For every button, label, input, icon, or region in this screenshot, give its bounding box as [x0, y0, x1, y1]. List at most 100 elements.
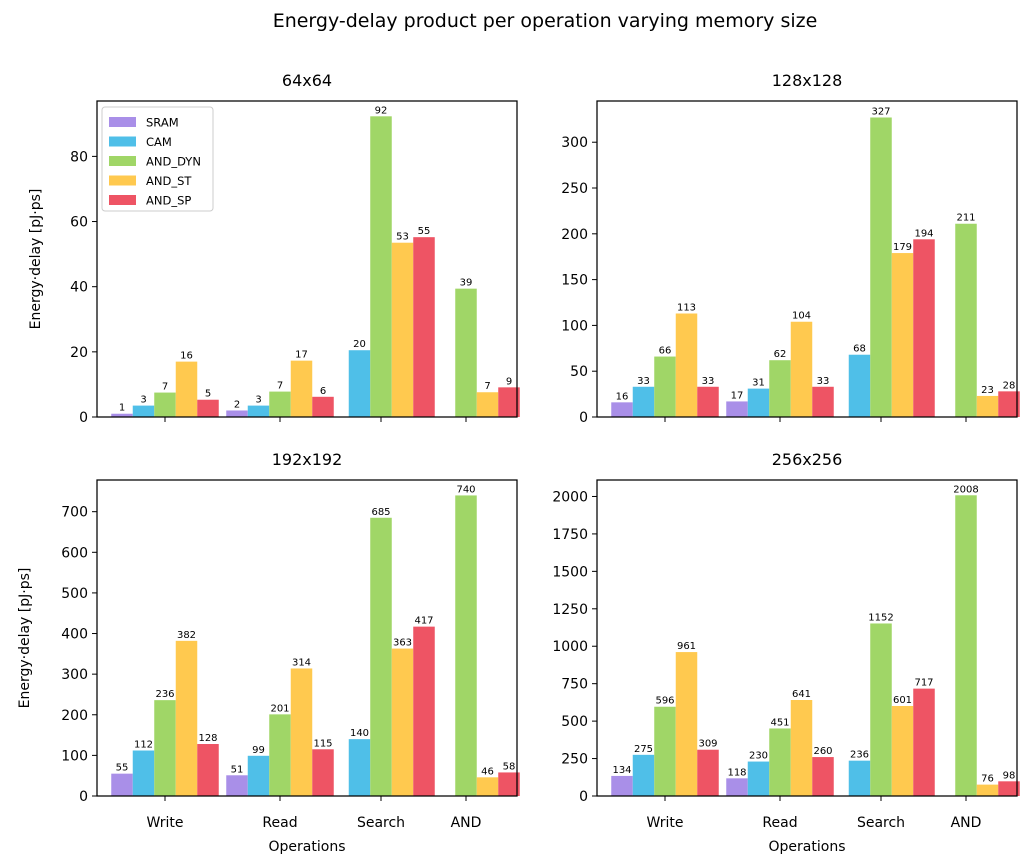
- data-label: 140: [350, 728, 369, 739]
- bar-AND_DYN-Search: [870, 623, 892, 796]
- data-label: 92: [375, 105, 388, 116]
- bar-AND_SP-Read: [812, 757, 834, 796]
- legend-label: CAM: [146, 135, 172, 149]
- subplot-128x128: 128x128 16 17 33 31 68 66 62 327 211 113 104 179 23 33…: [561, 71, 1020, 426]
- data-label: 16: [180, 351, 193, 362]
- bar-AND_SP-Read: [812, 386, 834, 417]
- x-axis-label: Operations: [769, 839, 846, 855]
- bar-SRAM-Write: [611, 775, 633, 796]
- bar-AND_SP-AND: [998, 391, 1020, 417]
- data-label: 6: [320, 386, 326, 397]
- data-label: 118: [727, 767, 746, 778]
- data-label: 327: [871, 106, 890, 117]
- y-tick-label: 750: [561, 677, 588, 693]
- bar-SRAM-Read: [226, 775, 248, 796]
- bar-AND_SP-Write: [197, 744, 219, 796]
- legend-label: AND_ST: [146, 174, 192, 188]
- legend-swatch-AND_DYN: [109, 156, 136, 166]
- legend-swatch-AND_ST: [109, 175, 136, 186]
- bar-SRAM-Read: [226, 410, 248, 417]
- data-label: 134: [612, 765, 631, 776]
- axes-frame: [96, 100, 518, 418]
- bar-AND_ST-AND: [976, 784, 999, 796]
- data-label: 2008: [953, 484, 978, 495]
- data-label: 601: [893, 695, 912, 706]
- subplot-192x192: 192x192 55 51 112 99 140 236 201 685 740 382 314 363…: [17, 450, 520, 855]
- bar-AND_ST-Write: [175, 640, 198, 796]
- data-label: 314: [292, 657, 311, 668]
- bar-AND_SP-Read: [312, 396, 334, 417]
- bar-AND_SP-Write: [697, 386, 719, 417]
- y-tick-label: 500: [61, 586, 88, 602]
- legend-label: AND_SP: [146, 194, 191, 208]
- data-label: 685: [371, 507, 390, 518]
- bar-AND_DYN-Write: [654, 706, 676, 796]
- bar-SRAM-Write: [611, 402, 633, 417]
- bar-AND_DYN-Read: [269, 714, 291, 796]
- bar-CAM-Write: [132, 405, 155, 417]
- x-tick-label: Search: [857, 815, 905, 831]
- data-label: 7: [484, 381, 490, 392]
- data-label: 382: [177, 630, 196, 641]
- y-tick-label: 250: [561, 181, 588, 197]
- data-label: 115: [313, 738, 332, 749]
- bar-AND_ST-Read: [290, 668, 313, 796]
- subplot-title: 256x256: [772, 450, 843, 469]
- data-label: 9: [506, 376, 512, 387]
- data-label: 3: [140, 395, 146, 406]
- data-label: 99: [252, 745, 265, 756]
- data-label: 68: [853, 344, 866, 355]
- bar-SRAM-Write: [111, 773, 133, 796]
- subplot-title: 192x192: [272, 450, 343, 469]
- data-label: 596: [655, 696, 674, 707]
- data-label: 33: [702, 376, 715, 387]
- data-label: 717: [914, 678, 933, 689]
- data-label: 46: [481, 766, 494, 777]
- data-label: 230: [749, 751, 768, 762]
- bar-CAM-Search: [348, 350, 371, 417]
- bar-AND_ST-Write: [175, 361, 198, 417]
- bar-AND_SP-AND: [498, 772, 520, 796]
- bar-CAM-Write: [632, 386, 655, 417]
- bar-AND_DYN-Write: [154, 700, 176, 796]
- data-label: 179: [893, 242, 912, 253]
- data-label: 66: [659, 346, 672, 357]
- bar-AND_DYN-AND: [455, 495, 477, 796]
- y-tick-label: 60: [70, 215, 88, 231]
- y-tick-label: 200: [61, 708, 88, 724]
- data-label: 51: [231, 764, 244, 775]
- data-label: 363: [393, 638, 412, 649]
- y-tick-label: 0: [79, 789, 88, 805]
- data-label: 128: [198, 733, 217, 744]
- y-tick-label: 0: [79, 410, 88, 426]
- y-tick-label: 1500: [552, 564, 588, 580]
- x-tick-label: Search: [357, 815, 405, 831]
- data-label: 33: [817, 376, 830, 387]
- bar-AND_SP-Search: [413, 626, 435, 796]
- bar-AND_SP-Read: [312, 749, 334, 796]
- y-tick-label: 1250: [552, 602, 588, 618]
- data-label: 260: [813, 746, 832, 757]
- data-label: 194: [914, 228, 933, 239]
- bar-AND_DYN-AND: [455, 288, 477, 417]
- bar-AND_ST-Read: [290, 360, 313, 417]
- data-label: 113: [677, 303, 696, 314]
- data-label: 16: [616, 391, 629, 402]
- y-tick-label: 500: [561, 714, 588, 730]
- data-label: 17: [295, 350, 308, 361]
- data-label: 236: [850, 750, 869, 761]
- bar-AND_ST-Search: [891, 253, 914, 417]
- data-label: 3: [255, 395, 261, 406]
- data-label: 55: [418, 226, 431, 237]
- bar-AND_SP-Write: [197, 399, 219, 417]
- y-tick-label: 2000: [552, 489, 588, 505]
- data-label: 39: [460, 278, 473, 289]
- x-tick-label: Write: [147, 815, 184, 831]
- x-tick-label: AND: [951, 815, 982, 831]
- bar-CAM-Write: [632, 754, 655, 796]
- bar-CAM-Search: [848, 760, 871, 796]
- data-label: 7: [162, 382, 168, 393]
- data-label: 53: [396, 232, 409, 243]
